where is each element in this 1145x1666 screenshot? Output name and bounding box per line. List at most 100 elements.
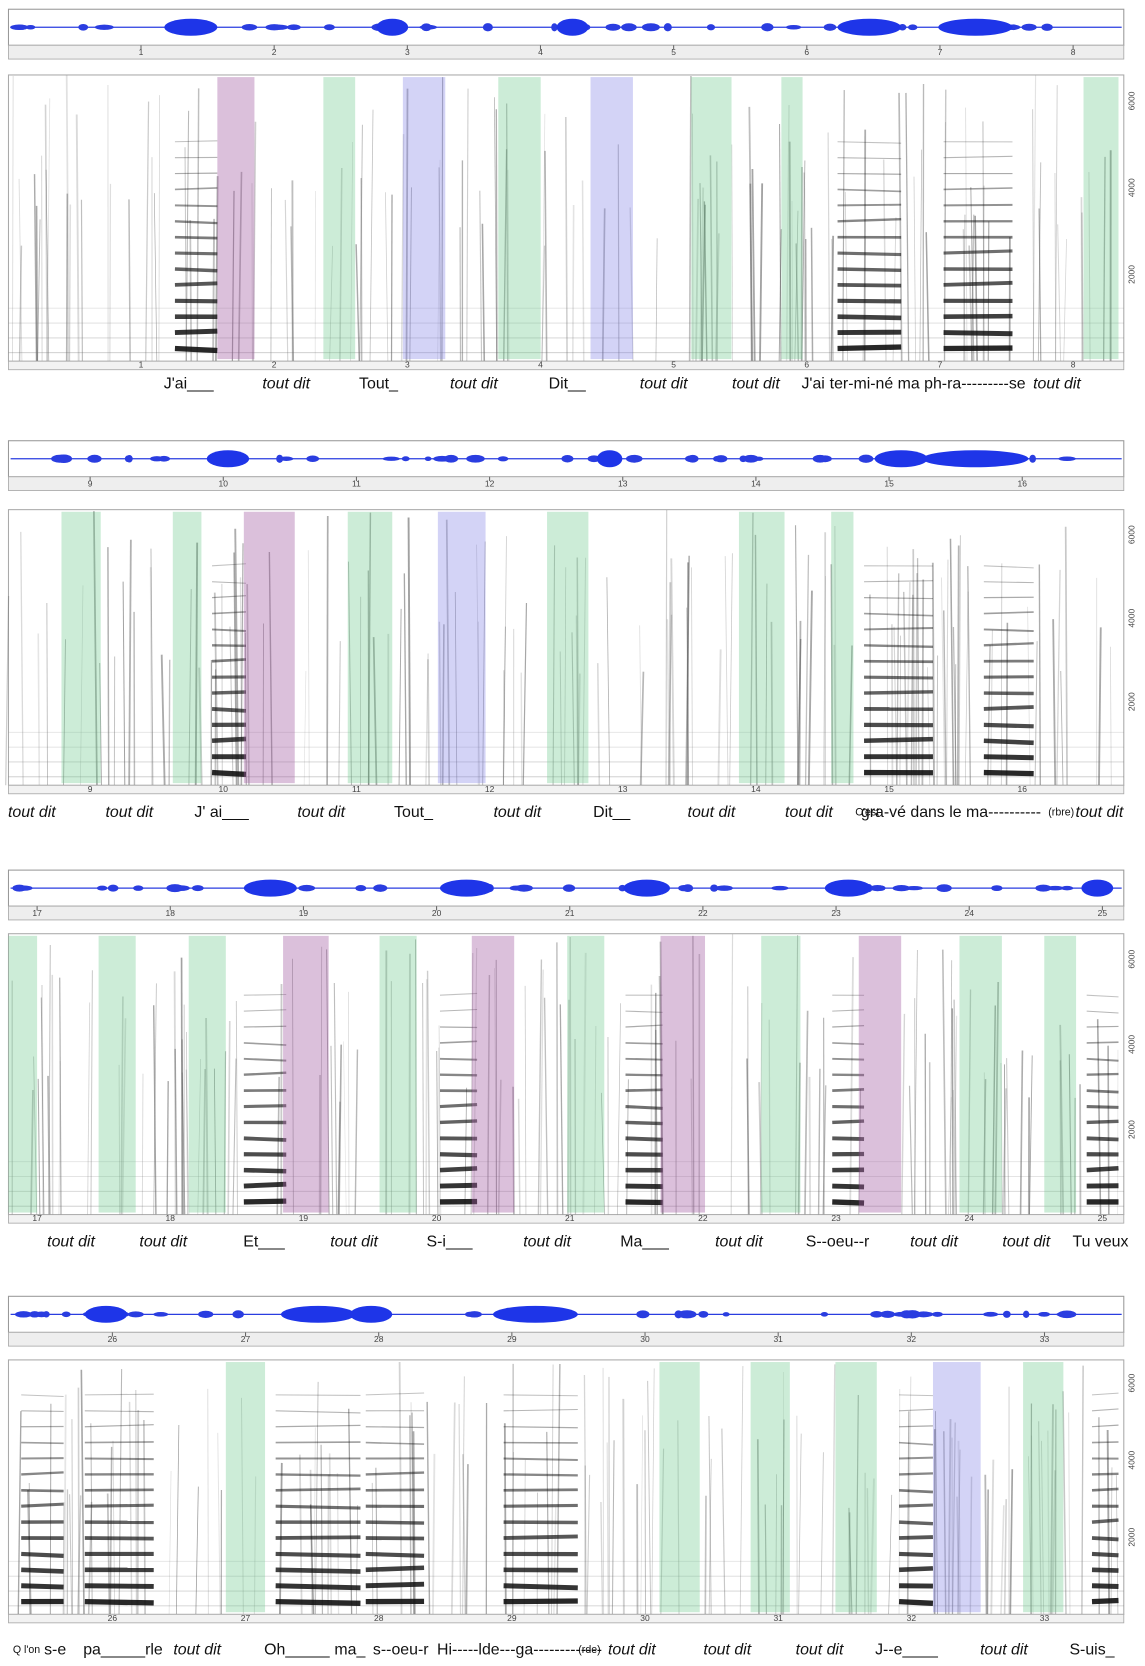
spectral-streak	[575, 615, 579, 786]
harmonic	[864, 659, 933, 664]
spectral-streak	[1060, 670, 1064, 786]
spectral-streak	[1032, 109, 1035, 362]
spectral-streak	[539, 969, 544, 1215]
harmonic	[174, 220, 218, 225]
spectral-streak	[699, 183, 703, 362]
spectral-streak	[12, 76, 14, 362]
harmonic	[174, 281, 218, 287]
spectral-streak	[37, 633, 41, 786]
waveform-blip	[678, 884, 690, 892]
spectral-streak	[552, 545, 556, 786]
spectral-streak	[30, 1089, 34, 1215]
lyric-label: tout dit	[796, 1642, 844, 1659]
harmonic	[898, 1535, 934, 1540]
spectral-streak	[596, 663, 601, 786]
spectral-streak	[58, 1060, 61, 1215]
freq-tick-label: 6000	[1127, 91, 1137, 110]
lyric-label: tout dit	[608, 1642, 656, 1659]
spectral-streak	[782, 1419, 785, 1615]
freq-tick-label: 6000	[1127, 525, 1137, 544]
highlight-band	[1083, 77, 1119, 360]
waveform-blip	[710, 884, 719, 892]
spectral-streak	[602, 1367, 605, 1615]
time-tick-label: 33	[1040, 1334, 1050, 1344]
harmonic	[503, 1534, 578, 1540]
spectral-streak	[326, 515, 329, 786]
lyric-label: Oh_____	[264, 1642, 331, 1659]
spectral-streak	[594, 1026, 597, 1215]
spectral-streak	[153, 1005, 157, 1215]
spectral-streak	[18, 245, 23, 362]
panel: 1 1 2 2 3 3 4 4 5 5 6 6 7 7 8 8 2000 4000 6000 J'ai___ tout …	[7, 8, 1137, 393]
time-tick-label: 1	[139, 47, 144, 57]
spectral-streak	[639, 671, 645, 786]
spectral-streak	[759, 1003, 763, 1215]
harmonic	[21, 1502, 64, 1508]
spectral-streak	[822, 1085, 827, 1215]
spectral-streak	[677, 1420, 680, 1615]
spectral-streak	[658, 975, 664, 1215]
spectral-streak	[1059, 1060, 1062, 1215]
spectral-streak	[1081, 212, 1084, 362]
harmonic	[625, 1073, 663, 1077]
time-tick-label: 8	[1071, 360, 1076, 370]
waveform-blip	[1021, 23, 1037, 31]
spectral-streak	[63, 639, 66, 786]
time-tick-label: 25	[1098, 908, 1108, 918]
waveform-blip	[13, 24, 28, 30]
waveform-blip	[419, 24, 438, 30]
time-tick-label: 26	[108, 1334, 118, 1344]
time-tick-label: 5	[671, 47, 676, 57]
freq-tick-label: 4000	[1127, 178, 1137, 197]
spectral-streak	[65, 75, 70, 362]
spectral-streak	[348, 1408, 353, 1615]
spectral-streak	[654, 992, 657, 1215]
spectral-streak	[354, 1049, 359, 1215]
spectral-streak	[941, 949, 947, 1215]
harmonic	[832, 1104, 865, 1109]
spectral-streak	[329, 245, 333, 362]
spectral-streak	[564, 117, 568, 362]
spectral-streak	[951, 1422, 956, 1615]
harmonic	[439, 1182, 478, 1189]
waveform-blip	[875, 885, 886, 891]
harmonic	[439, 1166, 478, 1173]
spectral-streak	[1047, 1430, 1050, 1615]
time-axis	[8, 1613, 1125, 1624]
spectral-streak	[160, 654, 166, 786]
spectral-streak	[522, 603, 528, 786]
spectral-streak	[432, 1453, 436, 1615]
spectral-streak	[556, 942, 559, 1215]
lyric-label: C'est	[855, 807, 879, 819]
freq-tick-label: 4000	[1127, 1450, 1137, 1469]
harmonic	[275, 1583, 361, 1591]
spectral-streak	[987, 221, 990, 362]
spectral-streak	[724, 556, 729, 786]
panel: 17 17 18 18 19 19 20 20 21 21 22 22 23 23 24 24 25 25 2000…	[7, 869, 1137, 1250]
spectral-streak	[338, 641, 341, 786]
waveform-blip	[133, 885, 144, 891]
spectral-streak	[748, 106, 754, 362]
spectral-streak	[503, 1423, 507, 1615]
waveform-blip	[323, 24, 335, 31]
harmonic	[1091, 1441, 1119, 1444]
spectral-streak	[33, 174, 38, 362]
harmonic	[625, 1199, 663, 1206]
spectral-streak	[1038, 208, 1042, 362]
spectral-streak	[290, 226, 295, 362]
waveform-blip	[983, 1311, 999, 1317]
waveform-blip	[820, 1311, 829, 1317]
spectral-streak	[185, 110, 190, 362]
spectral-streak	[35, 205, 39, 362]
harmonic	[503, 1598, 578, 1605]
lyric-label: J--e____	[875, 1642, 939, 1659]
spectral-streak	[49, 1403, 52, 1615]
spectral-streak	[173, 971, 177, 1215]
spectral-streak	[986, 1489, 989, 1615]
waveform-burst	[874, 450, 928, 468]
time-tick-label: 9	[88, 478, 93, 488]
time-tick-label: 15	[884, 784, 894, 794]
spectral-streak	[1049, 1404, 1054, 1615]
time-strip	[8, 476, 1125, 491]
spectral-streak	[690, 1078, 693, 1215]
